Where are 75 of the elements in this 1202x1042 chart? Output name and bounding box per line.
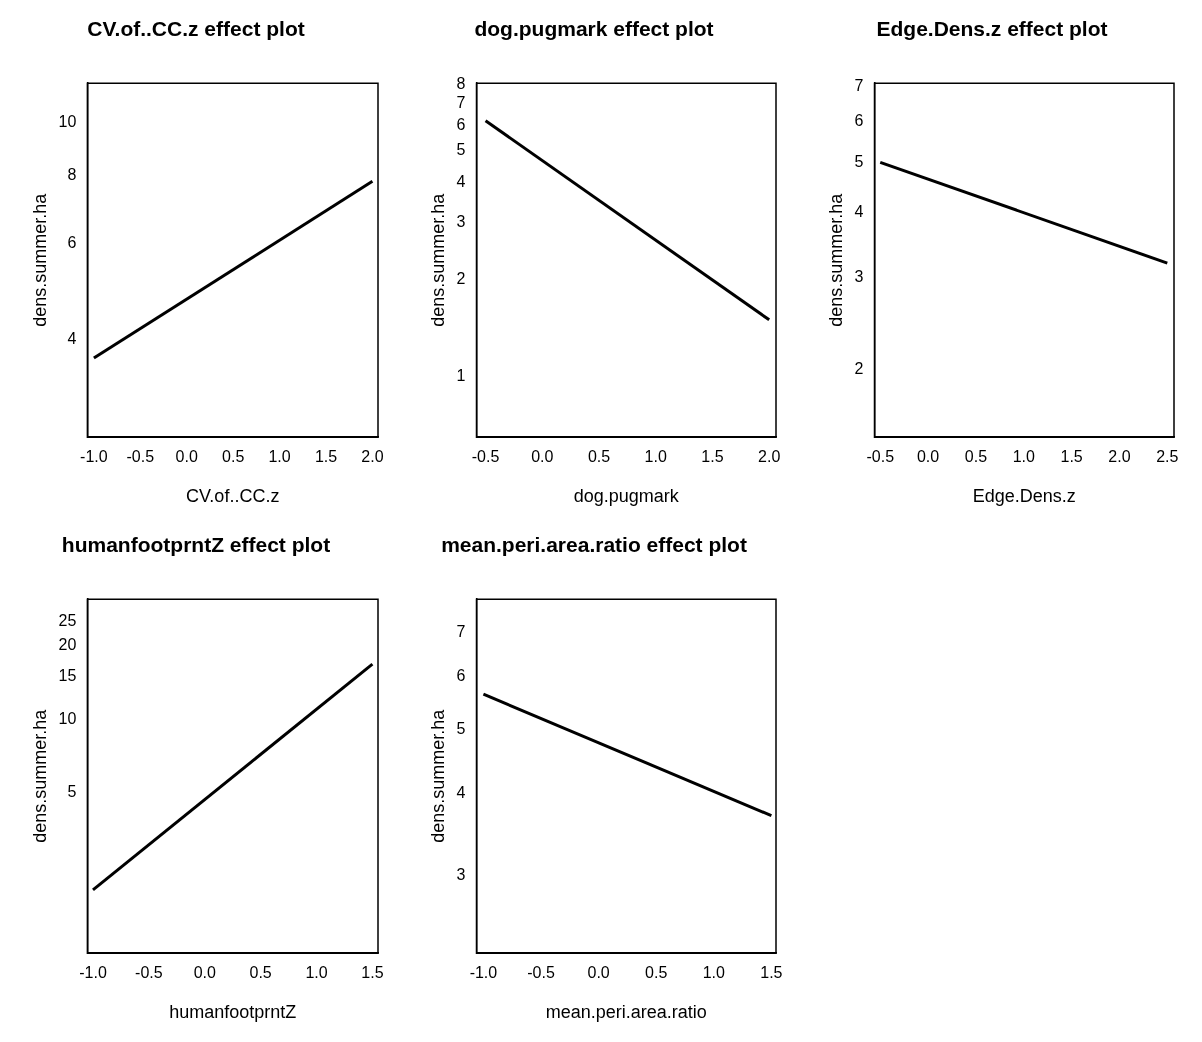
y-tick-label: 5 bbox=[456, 719, 466, 737]
y-tick-label: 1 bbox=[456, 367, 466, 385]
x-axis-title: dog.pugmark bbox=[573, 486, 680, 507]
y-axis-title: dens.summer.ha bbox=[825, 192, 846, 327]
x-tick-label: 1.0 bbox=[268, 448, 291, 466]
x-tick-label: 0.5 bbox=[222, 448, 245, 466]
y-tick-label: 7 bbox=[854, 76, 864, 94]
y-tick-label: 2 bbox=[854, 359, 864, 377]
y-tick-label: 4 bbox=[67, 330, 77, 348]
y-tick-label: 10 bbox=[58, 709, 77, 727]
y-tick-label: 7 bbox=[456, 623, 466, 641]
y-tick-label: 20 bbox=[58, 636, 77, 654]
x-tick-label: -0.5 bbox=[866, 448, 895, 466]
y-tick-label: 4 bbox=[456, 172, 466, 190]
y-axis-title: dens.summer.ha bbox=[29, 708, 50, 843]
x-tick-label: 0.5 bbox=[587, 448, 611, 466]
y-tick-label: 5 bbox=[67, 783, 77, 801]
x-tick-label: 1.5 bbox=[1060, 448, 1083, 466]
x-tick-label: 0.5 bbox=[249, 964, 272, 982]
x-tick-label: 1.0 bbox=[1012, 448, 1035, 466]
x-tick-label: 2.0 bbox=[361, 448, 384, 466]
y-tick-label: 5 bbox=[854, 152, 864, 170]
x-tick-label: 0.0 bbox=[531, 448, 554, 466]
x-tick-label: -1.0 bbox=[469, 964, 498, 982]
x-tick-label: 0.0 bbox=[175, 448, 198, 466]
x-tick-label: 1.5 bbox=[361, 964, 384, 982]
y-tick-label: 8 bbox=[67, 165, 77, 183]
x-tick-label: -0.5 bbox=[126, 448, 155, 466]
x-tick-label: 1.5 bbox=[701, 448, 724, 466]
y-tick-label: 3 bbox=[854, 268, 864, 286]
x-tick-label: 1.5 bbox=[314, 448, 338, 466]
x-tick-label: 0.0 bbox=[587, 964, 610, 982]
x-tick-label: -0.5 bbox=[471, 448, 500, 466]
x-axis-title: mean.peri.area.ratio bbox=[545, 1002, 707, 1023]
y-tick-label: 15 bbox=[58, 666, 77, 684]
x-tick-label: 2.5 bbox=[1156, 448, 1179, 466]
x-tick-label: 1.0 bbox=[644, 448, 667, 466]
y-tick-label: 7 bbox=[456, 94, 466, 112]
x-tick-label: 1.5 bbox=[760, 964, 783, 982]
y-tick-label: 10 bbox=[58, 112, 77, 130]
y-axis-title: dens.summer.ha bbox=[427, 708, 448, 843]
x-tick-label: -1.0 bbox=[79, 964, 107, 982]
y-tick-label: 6 bbox=[456, 115, 466, 133]
y-tick-label: 6 bbox=[67, 233, 77, 251]
x-tick-label: -0.5 bbox=[527, 964, 555, 982]
y-axis-title: dens.summer.ha bbox=[427, 192, 448, 327]
y-tick-label: 6 bbox=[456, 667, 466, 685]
chart-title: CV.of..CC.z effect plot bbox=[87, 17, 305, 41]
chart-title: humanfootprntZ effect plot bbox=[61, 533, 331, 557]
y-axis-title: dens.summer.ha bbox=[29, 192, 50, 327]
y-tick-label: 4 bbox=[854, 203, 864, 221]
x-tick-label: 1.0 bbox=[702, 964, 726, 982]
x-tick-label: 1.0 bbox=[305, 964, 328, 982]
chart-title: mean.peri.area.ratio effect plot bbox=[441, 533, 747, 557]
y-tick-label: 8 bbox=[456, 75, 466, 93]
x-tick-label: 0.5 bbox=[645, 964, 668, 982]
x-axis-title: CV.of..CC.z bbox=[186, 486, 280, 507]
x-tick-label: 0.0 bbox=[916, 448, 940, 466]
x-tick-label: 0.5 bbox=[964, 448, 988, 466]
chart-title: Edge.Dens.z effect plot bbox=[876, 17, 1108, 41]
y-tick-label: 4 bbox=[456, 783, 466, 801]
x-tick-label: -0.5 bbox=[135, 964, 163, 982]
y-tick-label: 25 bbox=[58, 612, 77, 630]
x-axis-title: humanfootprntZ bbox=[169, 1002, 297, 1023]
y-tick-label: 5 bbox=[456, 141, 466, 159]
y-tick-label: 2 bbox=[456, 269, 466, 287]
chart-title: dog.pugmark effect plot bbox=[474, 17, 714, 41]
x-tick-label: 2.0 bbox=[758, 448, 781, 466]
x-tick-label: 0.0 bbox=[193, 964, 216, 982]
y-tick-label: 6 bbox=[854, 111, 864, 129]
x-tick-label: 2.0 bbox=[1108, 448, 1131, 466]
y-tick-label: 3 bbox=[456, 866, 466, 884]
y-tick-label: 3 bbox=[456, 212, 466, 230]
x-tick-label: -1.0 bbox=[80, 448, 108, 466]
x-axis-title: Edge.Dens.z bbox=[972, 486, 1076, 507]
